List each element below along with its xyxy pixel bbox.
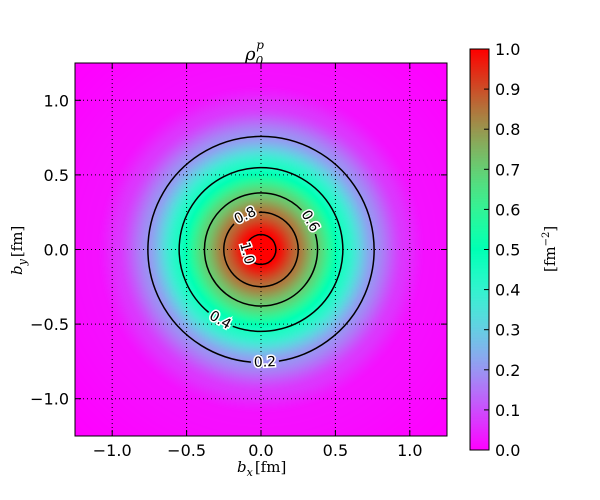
colorbar-ticks: 0.0 0.1 0.2 0.3 0.4 0.5 0.6 0.7 0.8 0.9 1.0 [484,40,520,460]
colorbar-tick-label: 0.9 [495,80,520,99]
colorbar: 0.0 0.1 0.2 0.3 0.4 0.5 0.6 0.7 0.8 0.9 1.0 [fm−2] [469,40,559,460]
chart-title: ρ0p [244,38,264,68]
colorbar-tick-label: 1.0 [495,40,520,59]
colorbar-tick-label: 0.8 [495,120,520,139]
colorbar-tick-label: 0.6 [495,200,520,219]
contour-line [223,211,299,288]
colorbar-tick-label: 0.3 [495,321,520,340]
y-tick-label: 0.5 [44,166,69,185]
y-tick-label: 1.0 [44,91,69,110]
colorbar-tick-label: 0.2 [495,361,520,380]
x-axis-label: bx [fm] [237,458,286,479]
x-tick-label: 0.0 [248,441,273,460]
contour-line [203,192,319,307]
y-axis-label: by[fm] [8,226,29,275]
contour-line [245,233,277,266]
contour-line [147,135,375,363]
x-tick-label: −1.0 [93,441,132,460]
contour-line [178,166,344,333]
contour-label: 0.2 [254,354,277,371]
x-tick-label: −0.5 [167,441,206,460]
y-tick-label: −0.5 [30,315,69,334]
axis-ticks: −1.0 −0.5 0.0 0.5 1.0 −1.0 −0.5 0.0 0.5 1.0 [30,63,447,460]
colorbar-tick-label: 0.1 [495,401,520,420]
y-tick-label: −1.0 [30,390,69,409]
x-tick-label: 1.0 [397,441,422,460]
x-tick-label: 0.5 [323,441,348,460]
colorbar-tick-label: 0.5 [495,241,520,260]
y-tick-label: 0.0 [44,241,69,260]
colorbar-tick-label: 0.4 [495,281,520,300]
colorbar-tick-label: 0.7 [495,160,520,179]
colorbar-label: [fm−2] [541,226,559,272]
colorbar-tick-label: 0.0 [495,441,520,460]
heatmap-image [75,63,447,436]
colorbar-gradient [470,49,489,450]
